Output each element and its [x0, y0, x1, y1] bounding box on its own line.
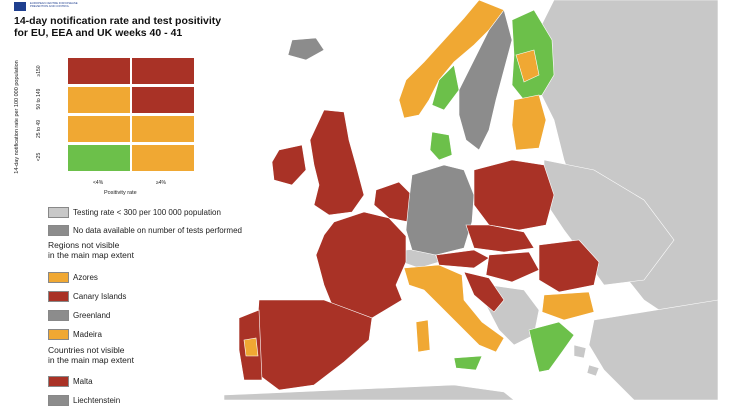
region-sardinia — [415, 319, 431, 353]
region-belarus-ukraine — [543, 159, 675, 286]
region-finland-orange — [515, 49, 540, 83]
region-czechia-slovakia — [465, 224, 535, 253]
region-portugal-orange — [243, 337, 259, 357]
regions-heading-line1: Regions not visible — [48, 240, 120, 250]
logo-text: EUROPEAN CENTRE FOR DISEASE PREVENTION A… — [30, 1, 78, 8]
region-north-africa — [223, 384, 515, 400]
region-sweden — [458, 9, 513, 151]
legend-label-region: Madeira — [73, 330, 102, 339]
region-greece-islands — [573, 344, 600, 377]
region-ireland — [271, 144, 307, 186]
legend-swatch-region — [48, 310, 69, 321]
legend-label-region: Azores — [73, 273, 98, 282]
region-denmark — [429, 131, 453, 161]
regions-heading-line2: in the main map extent — [48, 250, 134, 260]
legend-grid-x-tick: <4% — [93, 180, 104, 186]
legend-grid-cell — [132, 116, 194, 142]
legend-label-no-data: No data available on number of tests per… — [73, 226, 242, 235]
map-title-line2: for EU, EEA and UK weeks 40 - 41 — [14, 27, 183, 39]
legend-swatch-country — [48, 395, 69, 406]
eu-flag-icon — [14, 2, 26, 11]
legend-label-region: Canary Islands — [73, 292, 127, 301]
legend-label-country: Malta — [73, 377, 93, 386]
region-iceland — [287, 37, 325, 61]
region-norway-green — [431, 64, 460, 111]
legend-grid-x-title: Positivity rate — [104, 190, 137, 196]
region-austria — [435, 249, 490, 269]
region-norway — [398, 0, 505, 119]
legend-grid-cell — [68, 58, 130, 84]
map-panel — [34, 0, 718, 400]
legend-swatch-country — [48, 376, 69, 387]
region-baltics — [511, 94, 547, 151]
europe-map — [223, 0, 718, 400]
legend-swatch-region — [48, 272, 69, 283]
legend-swatch-region — [48, 329, 69, 340]
region-poland — [473, 159, 555, 231]
region-turkey — [588, 299, 718, 400]
region-greece — [528, 321, 575, 373]
ecdc-logo: EUROPEAN CENTRE FOR DISEASE PREVENTION A… — [14, 2, 82, 12]
countries-heading-line2: in the main map extent — [48, 355, 134, 365]
legend-grid-cell — [68, 145, 130, 171]
legend-label-country: Liechtenstein — [73, 396, 121, 405]
legend-grid-x-tick: ≥4% — [156, 180, 166, 186]
regions-heading: Regions not visible in the main map exte… — [48, 240, 134, 260]
map-title-line1: 14-day notification rate and test positi… — [14, 15, 222, 27]
region-spain — [255, 299, 373, 391]
legend-swatch-region — [48, 291, 69, 302]
legend-grid-y-title-text: 14-day notification rate per 100 000 pop… — [14, 60, 20, 174]
legend-label-region: Greenland — [73, 311, 111, 320]
region-hungary — [485, 251, 540, 283]
region-italy — [403, 264, 505, 353]
region-united-kingdom — [309, 109, 365, 216]
legend-swatch-no-data — [48, 225, 69, 236]
countries-heading: Countries not visible in the main map ex… — [48, 345, 134, 365]
region-romania — [538, 239, 600, 293]
map-title: 14-day notification rate and test positi… — [14, 15, 244, 39]
legend-grid-cell — [132, 145, 194, 171]
region-sicily — [453, 355, 483, 371]
region-germany — [405, 164, 475, 256]
region-croatia — [463, 271, 505, 313]
legend-grid-y-title: 14-day notification rate per 100 000 pop… — [10, 58, 24, 188]
legend-grid — [38, 56, 198, 176]
legend-swatch-testing-rate — [48, 207, 69, 218]
region-bulgaria — [541, 291, 595, 321]
legend-grid-cell — [68, 116, 130, 142]
countries-heading-line1: Countries not visible — [48, 345, 125, 355]
legend-grid-cell — [132, 58, 194, 84]
legend-label-testing-rate: Testing rate < 300 per 100 000 populatio… — [73, 208, 221, 217]
legend-grid-cell — [68, 87, 130, 113]
legend-grid-cell — [132, 87, 194, 113]
